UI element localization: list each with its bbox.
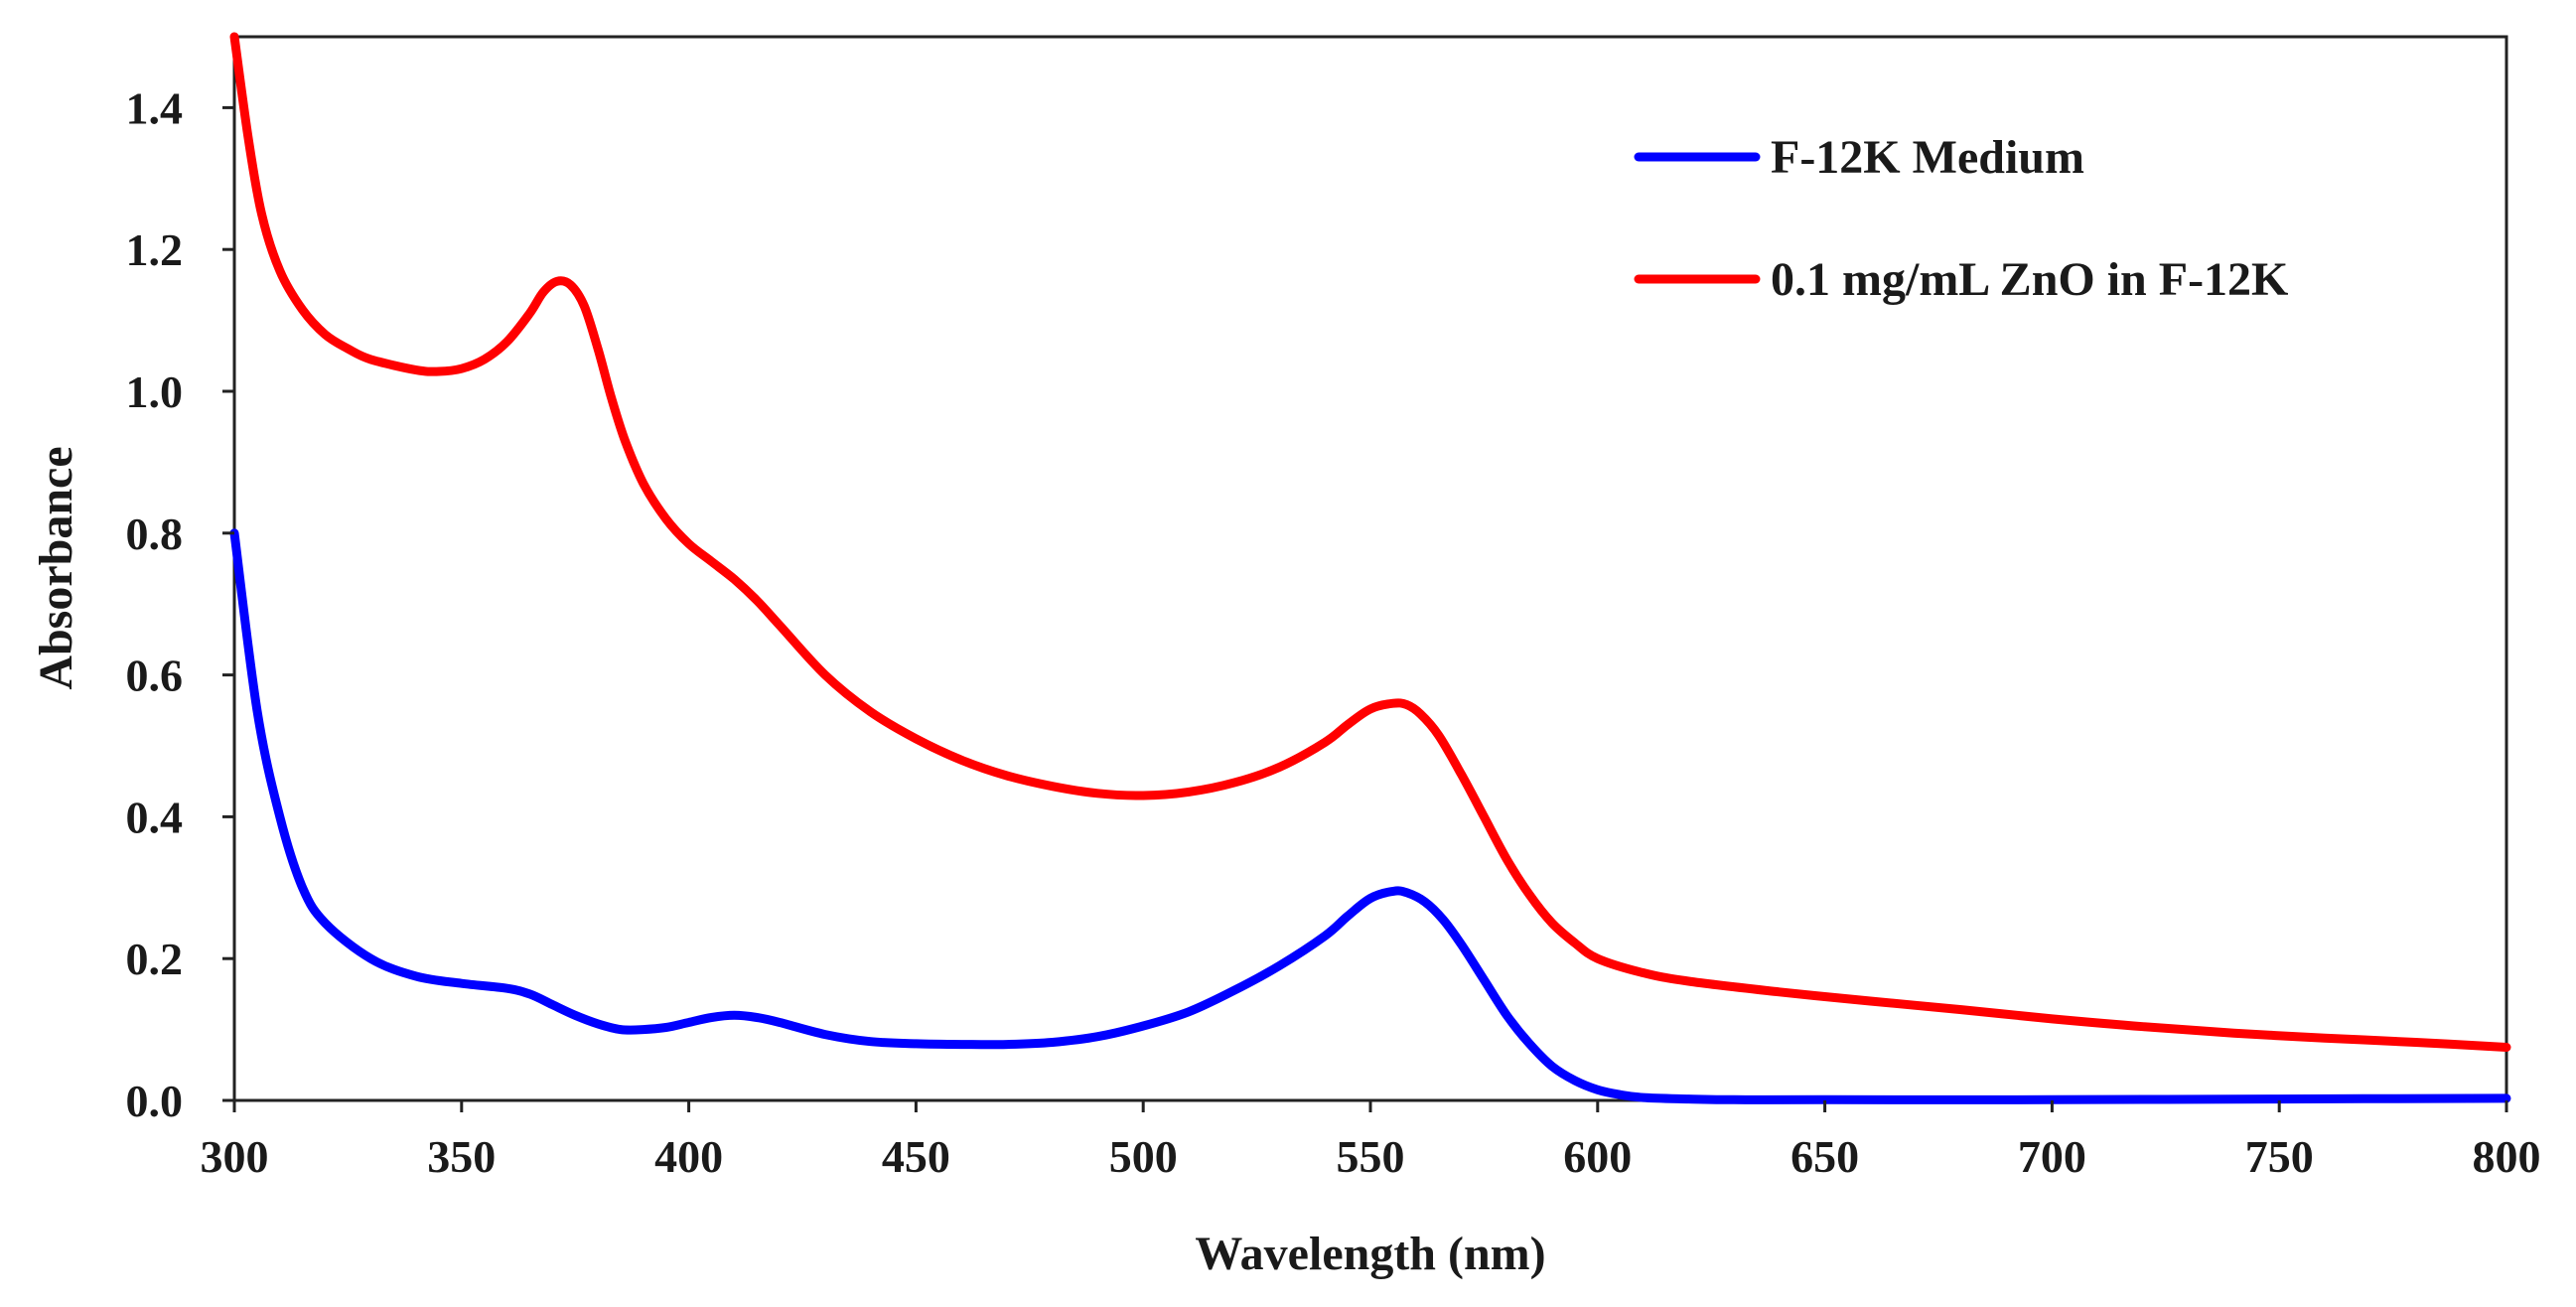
x-tick-label: 750 bbox=[2245, 1131, 2314, 1182]
x-tick-label: 350 bbox=[427, 1131, 496, 1182]
x-tick-label: 800 bbox=[2473, 1131, 2541, 1182]
x-tick-label: 550 bbox=[1337, 1131, 1405, 1182]
y-axis-title: Absorbance bbox=[30, 446, 82, 689]
y-tick-label: 1.0 bbox=[126, 366, 184, 417]
plot-area bbox=[232, 35, 2508, 1102]
x-tick-label: 700 bbox=[2018, 1131, 2086, 1182]
series-line-f12k-medium bbox=[229, 528, 2511, 1104]
x-axis-title: Wavelength (nm) bbox=[1195, 1228, 1545, 1280]
series-line-zno-in-f12k bbox=[229, 32, 2511, 1052]
y-tick-label: 0.2 bbox=[126, 934, 184, 984]
x-tick-label: 650 bbox=[1790, 1131, 1859, 1182]
legend-label-f12k: F-12K Medium bbox=[1771, 131, 2084, 184]
x-tick-label: 500 bbox=[1109, 1131, 1178, 1182]
x-tick-label: 300 bbox=[201, 1131, 269, 1182]
y-tick-label: 1.4 bbox=[126, 82, 184, 133]
y-tick-label: 0.6 bbox=[126, 651, 184, 701]
y-tick-label: 0.0 bbox=[126, 1076, 184, 1126]
x-tick-label: 450 bbox=[882, 1131, 950, 1182]
legend-label-zno: 0.1 mg/mL ZnO in F-12K bbox=[1771, 253, 2288, 306]
y-tick-label: 1.2 bbox=[126, 224, 184, 275]
y-tick-label: 0.4 bbox=[126, 792, 184, 842]
x-tick-label: 400 bbox=[654, 1131, 723, 1182]
legend: F-12K Medium 0.1 mg/mL ZnO in F-12K bbox=[1634, 131, 2288, 306]
x-tick-label: 600 bbox=[1563, 1131, 1632, 1182]
y-tick-label: 0.8 bbox=[126, 508, 184, 559]
